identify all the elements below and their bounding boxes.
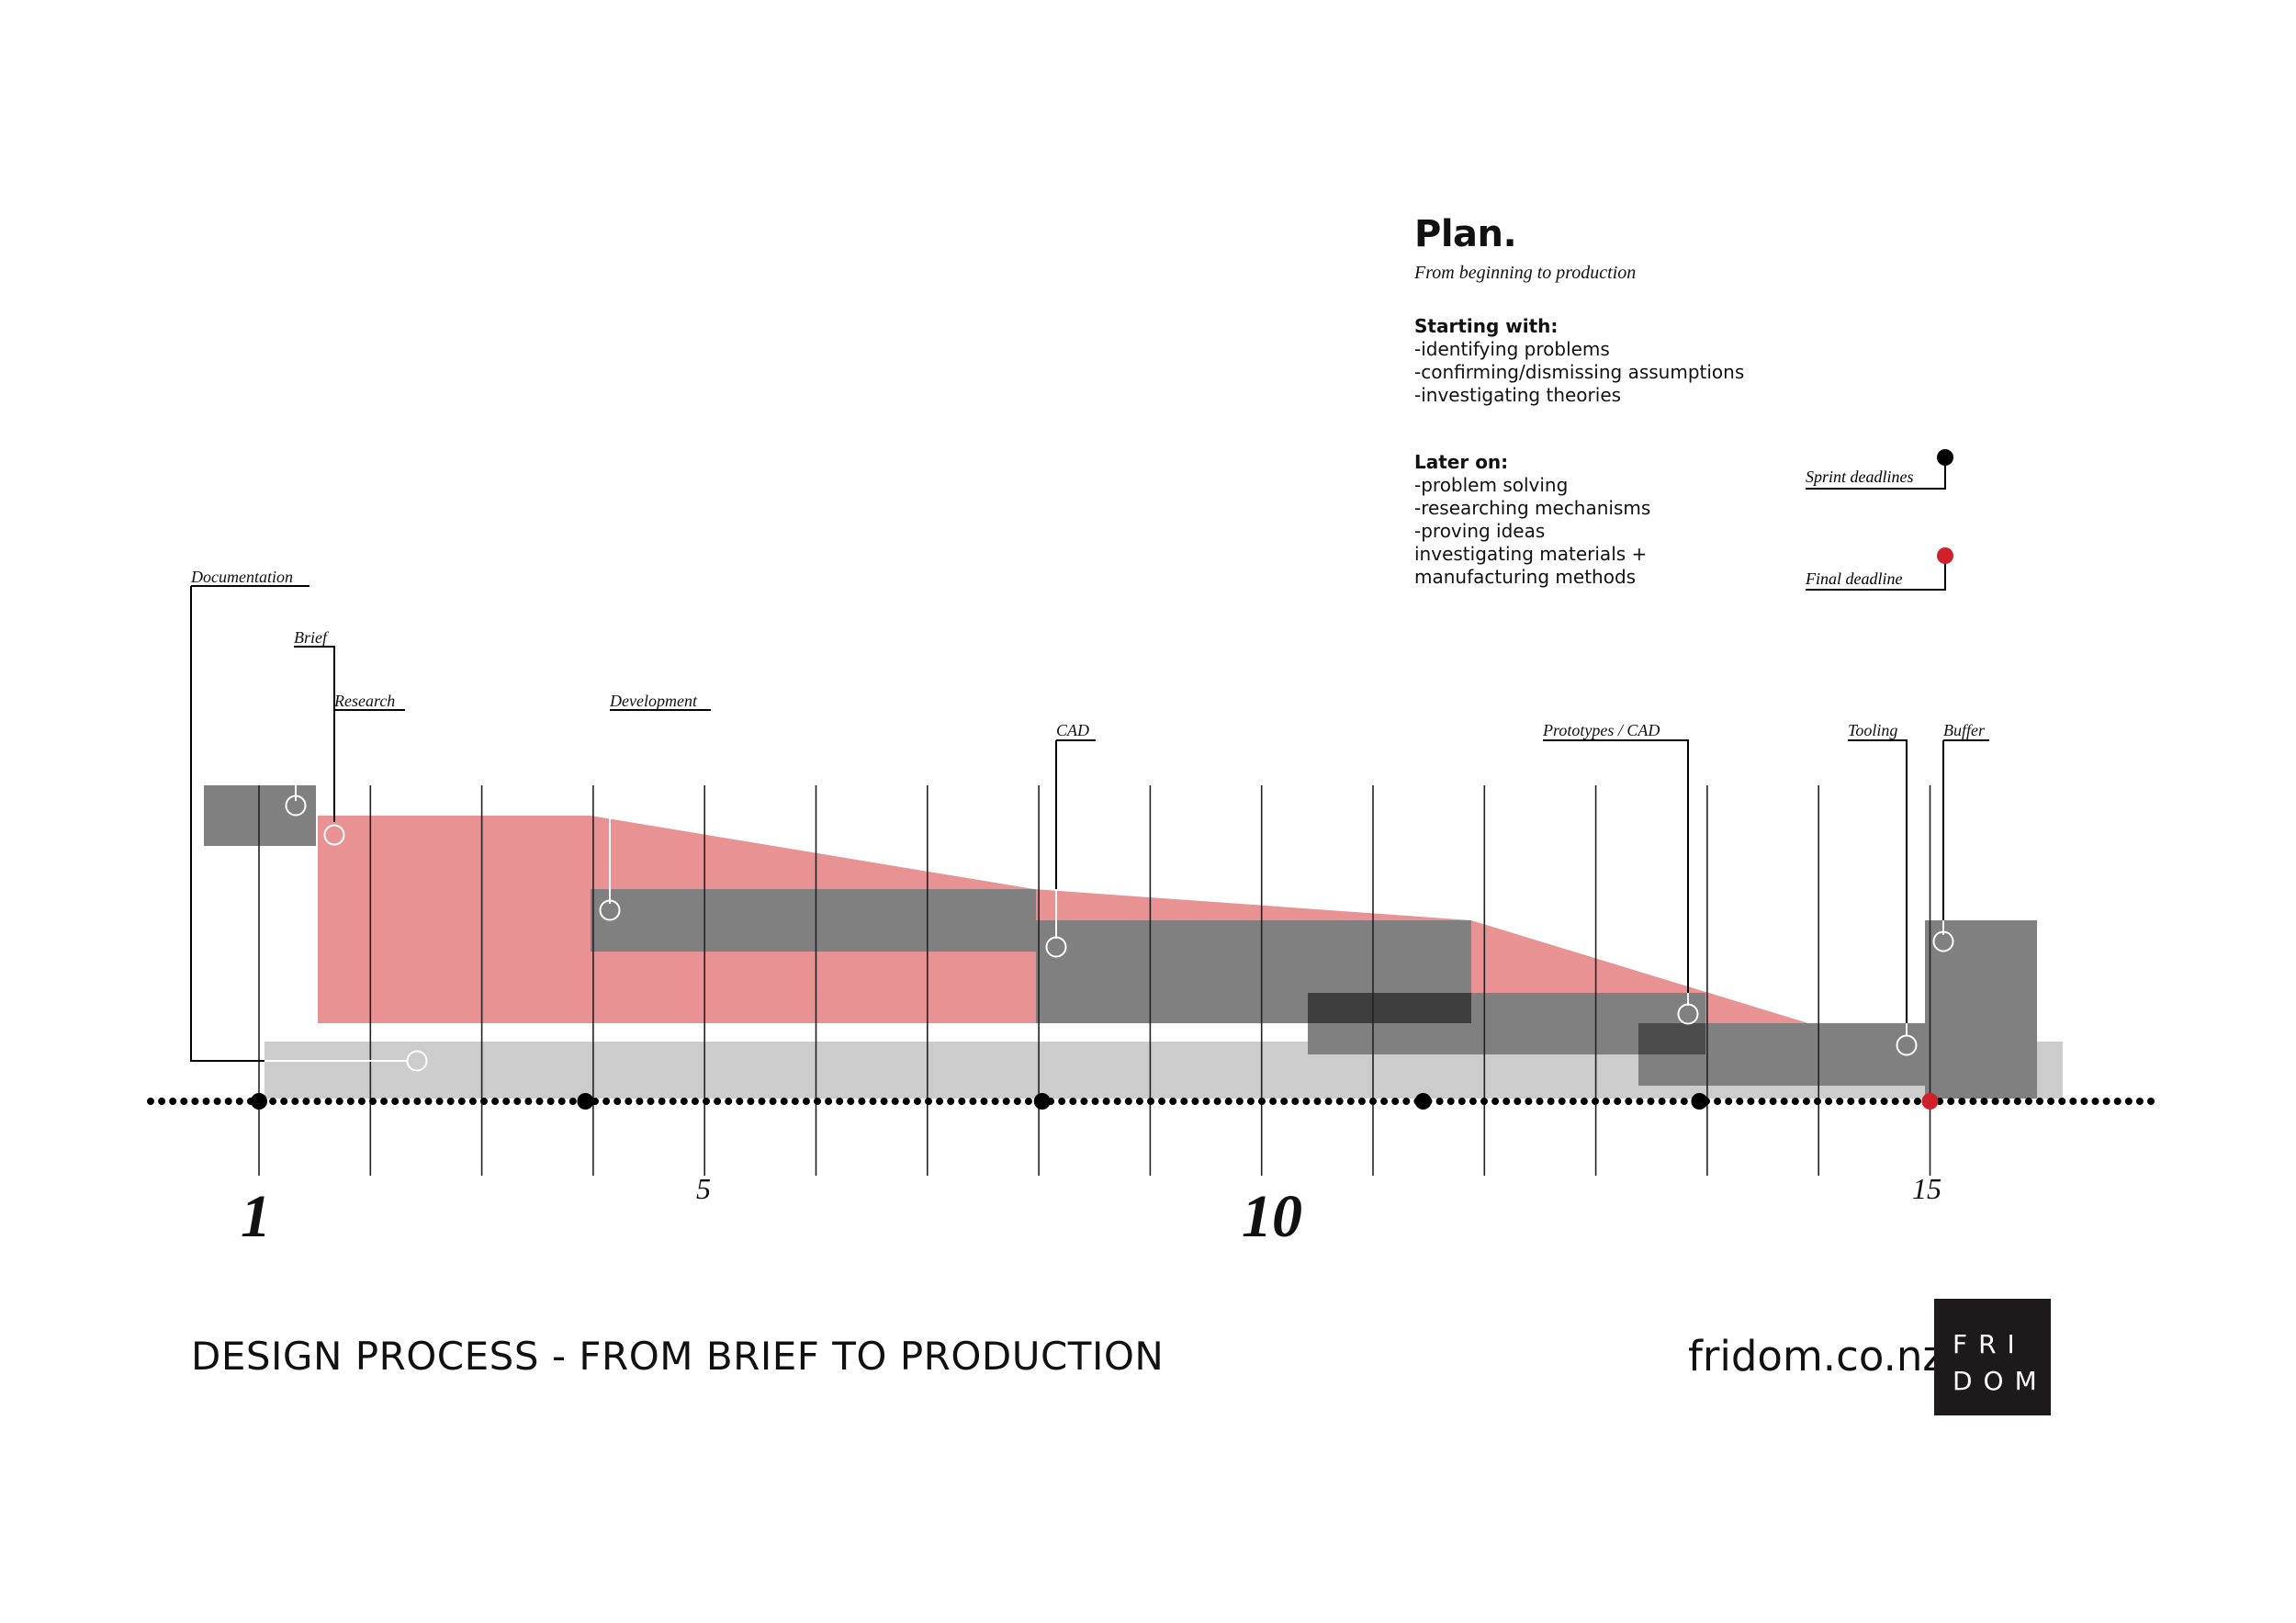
documentation-marker: [406, 1050, 428, 1072]
footer-title: DESIGN PROCESS - FROM BRIEF TO PRODUCTIO…: [191, 1334, 1165, 1379]
later-item: manufacturing methods: [1414, 566, 1637, 588]
plan-subtitle: From beginning to production: [1414, 263, 1637, 283]
brief-block: [204, 785, 316, 846]
starting-item: -investigating theories: [1414, 384, 1622, 406]
tooling-leader: [1848, 739, 1908, 1023]
tooling-overlap: [1638, 1023, 1705, 1054]
later-item: -problem solving: [1414, 474, 1569, 496]
starting-item: -confirming/dismissing assumptions: [1414, 361, 1745, 383]
week-label-15: 15: [1912, 1172, 1941, 1205]
week-label-5: 5: [696, 1172, 711, 1205]
footer-url[interactable]: fridom.co.nz: [1688, 1332, 1945, 1381]
documentation-label: Documentation: [190, 568, 293, 586]
later-heading: Later on:: [1414, 451, 1509, 473]
later-item: -proving ideas: [1414, 520, 1546, 542]
development-marker: [599, 899, 621, 921]
prototypes-label: Prototypes / CAD: [1542, 721, 1660, 739]
sprint-legend-leader: [1806, 457, 1946, 490]
buffer-label: Buffer: [1943, 721, 1986, 739]
later-item: investigating materials +: [1414, 543, 1648, 565]
final-legend-leader: [1806, 556, 1946, 591]
later-on-section: Later on: -problem solving -researching …: [1414, 451, 1837, 589]
research-area-lower: [318, 889, 590, 952]
sprint-legend-label: Sprint deadlines: [1806, 468, 1914, 486]
plan-notes: Plan. From beginning to production Start…: [1414, 213, 1837, 589]
brief-label: Brief: [294, 628, 330, 647]
plan-title: Plan.: [1414, 213, 1517, 255]
deadline-markers: [251, 1093, 1939, 1110]
cad-marker: [1045, 936, 1067, 958]
later-item: -researching mechanisms: [1414, 497, 1651, 519]
documentation-leader: [190, 586, 264, 1062]
prototypes-leader: [1543, 739, 1689, 993]
week-label-1: 1: [241, 1183, 271, 1250]
sprint-deadline-dot: [1691, 1093, 1708, 1110]
logo-line-1: FRI: [1953, 1329, 2026, 1359]
logo-line-2: DOM: [1953, 1366, 2048, 1396]
starting-item: -identifying problems: [1414, 338, 1610, 360]
sprint-deadline-dot: [251, 1093, 267, 1110]
cad-label: CAD: [1056, 721, 1089, 739]
research-marker: [323, 824, 345, 846]
development-block: [591, 889, 1036, 952]
development-label: Development: [609, 692, 698, 710]
research-label: Research: [333, 692, 395, 710]
prototypes-marker: [1677, 1003, 1699, 1025]
final-legend-dot: [1937, 547, 1953, 564]
prototypes-overlap: [1308, 993, 1471, 1023]
final-deadline-dot: [1921, 1093, 1939, 1110]
final-legend-label: Final deadline: [1805, 569, 1902, 588]
sprint-deadline-dot: [577, 1093, 594, 1110]
buffer-block: [1925, 920, 2037, 1099]
sprint-legend-dot: [1937, 449, 1953, 466]
starting-heading: Starting with:: [1414, 315, 1559, 337]
buffer-marker: [1932, 930, 1954, 952]
week-label-10: 10: [1242, 1183, 1302, 1250]
brief-marker: [285, 795, 307, 817]
brief-leader: [294, 646, 335, 801]
legend: Sprint deadlines Final deadline: [1805, 449, 1953, 591]
week-grid: [258, 785, 1931, 1176]
starting-with-section: Starting with: -identifying problems -co…: [1414, 315, 1837, 407]
sprint-deadline-dot: [1033, 1093, 1051, 1110]
tooling-label: Tooling: [1848, 721, 1897, 739]
tooling-marker: [1896, 1034, 1918, 1056]
sprint-deadline-dot: [1414, 1093, 1432, 1110]
fridom-logo: FRI DOM: [1934, 1299, 2051, 1415]
